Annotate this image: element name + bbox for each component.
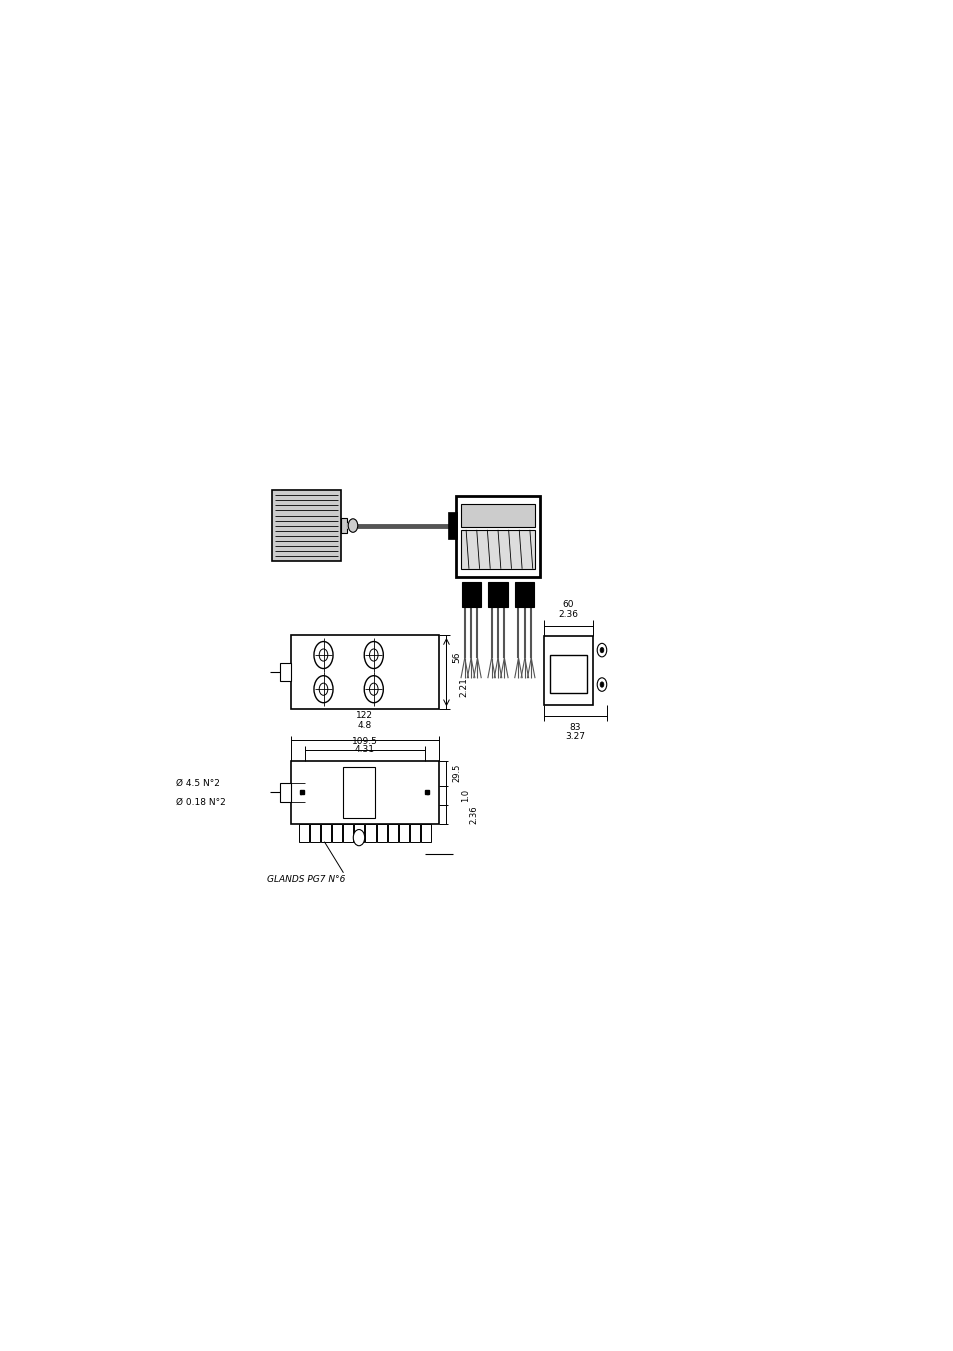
Bar bbox=[488, 582, 507, 607]
Text: 83: 83 bbox=[569, 723, 580, 732]
Text: 60: 60 bbox=[562, 600, 574, 609]
Text: GLANDS PG7 N°6: GLANDS PG7 N°6 bbox=[267, 875, 345, 885]
Bar bbox=[410, 824, 419, 842]
Text: 56: 56 bbox=[452, 651, 460, 663]
Circle shape bbox=[348, 519, 357, 532]
Text: 1.0: 1.0 bbox=[460, 789, 469, 802]
Bar bbox=[550, 655, 586, 693]
Text: 29.5: 29.5 bbox=[452, 765, 460, 782]
Bar bbox=[460, 504, 535, 527]
Text: 4.31: 4.31 bbox=[355, 744, 375, 754]
Text: 2.36: 2.36 bbox=[558, 609, 578, 619]
Bar bbox=[543, 636, 593, 705]
Circle shape bbox=[364, 642, 383, 669]
Bar bbox=[515, 582, 534, 607]
Circle shape bbox=[369, 648, 377, 661]
Text: 2.36: 2.36 bbox=[469, 805, 477, 824]
Text: 109.5: 109.5 bbox=[352, 736, 377, 746]
Circle shape bbox=[319, 684, 328, 696]
Text: =: = bbox=[298, 789, 304, 796]
Bar bbox=[291, 761, 438, 824]
Circle shape bbox=[314, 676, 333, 703]
Bar bbox=[340, 517, 347, 534]
Bar bbox=[456, 496, 539, 577]
Text: 122: 122 bbox=[356, 711, 373, 720]
Bar bbox=[332, 824, 342, 842]
Bar bbox=[279, 782, 291, 802]
Bar bbox=[272, 490, 340, 561]
Bar bbox=[343, 824, 353, 842]
Bar bbox=[342, 767, 375, 817]
Bar bbox=[365, 824, 375, 842]
Circle shape bbox=[597, 643, 606, 657]
Text: 3.27: 3.27 bbox=[565, 732, 584, 742]
Circle shape bbox=[599, 682, 603, 688]
Bar bbox=[461, 582, 480, 607]
Bar bbox=[387, 824, 397, 842]
Bar bbox=[376, 824, 386, 842]
Bar bbox=[448, 512, 456, 539]
Bar bbox=[320, 824, 331, 842]
Circle shape bbox=[353, 830, 364, 846]
Circle shape bbox=[364, 676, 383, 703]
Circle shape bbox=[369, 684, 377, 696]
Bar bbox=[279, 663, 291, 681]
Text: Ø 0.18 N°2: Ø 0.18 N°2 bbox=[176, 797, 226, 807]
Text: 4.8: 4.8 bbox=[357, 720, 372, 730]
Circle shape bbox=[597, 678, 606, 692]
Bar bbox=[310, 824, 319, 842]
Bar bbox=[354, 824, 364, 842]
Bar bbox=[398, 824, 409, 842]
Bar bbox=[460, 530, 535, 569]
Text: 2.21: 2.21 bbox=[459, 677, 468, 697]
Circle shape bbox=[319, 648, 328, 661]
Circle shape bbox=[314, 642, 333, 669]
Text: =: = bbox=[425, 789, 431, 796]
Text: Ø 4.5 N°2: Ø 4.5 N°2 bbox=[176, 778, 220, 788]
Circle shape bbox=[599, 647, 603, 653]
Bar bbox=[298, 824, 309, 842]
Bar bbox=[291, 635, 438, 709]
Bar bbox=[420, 824, 431, 842]
